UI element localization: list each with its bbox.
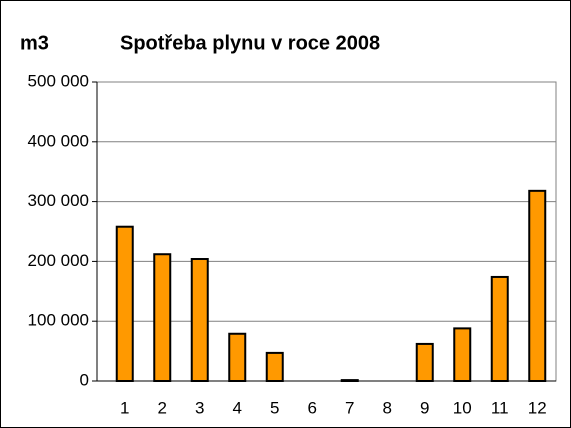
y-axis-label: m3 — [20, 32, 49, 54]
y-tick-label: 100 000 — [28, 311, 89, 330]
bar — [228, 332, 247, 382]
x-tick-label: 10 — [453, 398, 472, 417]
bar — [153, 253, 172, 382]
x-tick-label: 8 — [383, 398, 392, 417]
x-tick-label: 4 — [233, 398, 242, 417]
x-tick-label: 7 — [345, 398, 354, 417]
bar — [265, 351, 284, 383]
y-tick-label: 500 000 — [28, 71, 89, 90]
bar — [490, 275, 509, 382]
x-tick-label: 11 — [491, 398, 509, 417]
chart-title: Spotřeba plynu v roce 2008 — [120, 32, 380, 54]
x-tick-label: 1 — [120, 398, 129, 417]
x-tick-label: 9 — [420, 398, 429, 417]
x-tick-label: 6 — [308, 398, 317, 417]
x-tick-label: 3 — [195, 398, 204, 417]
y-tick-label: 300 000 — [28, 191, 89, 210]
bar — [115, 225, 134, 382]
x-tick-label: 2 — [158, 398, 167, 417]
y-tick-label: 400 000 — [28, 131, 89, 150]
x-tick-label: 5 — [270, 398, 279, 417]
bar — [340, 379, 359, 382]
y-tick-label: 0 — [80, 370, 89, 389]
bar — [453, 327, 472, 383]
y-tick-label: 200 000 — [28, 251, 89, 270]
bar — [415, 342, 434, 383]
bar — [190, 258, 209, 382]
bar — [528, 189, 547, 382]
x-tick-label: 12 — [528, 398, 547, 417]
